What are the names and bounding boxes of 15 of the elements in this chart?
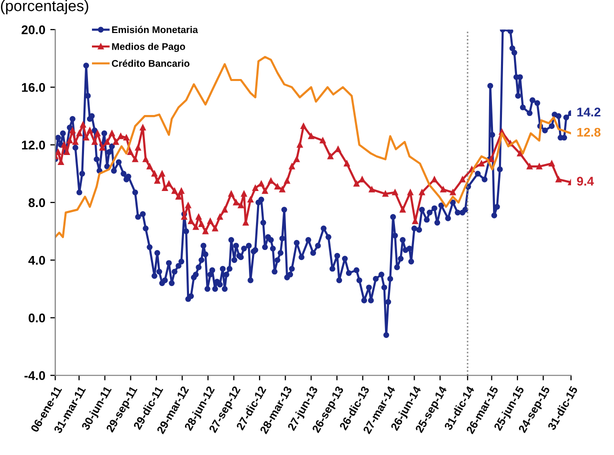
legend-label: Medios de Pago — [112, 42, 186, 52]
annotation: 12.8 — [577, 128, 601, 137]
line-series — [55, 56, 572, 238]
y-tick-label: 4.0 — [28, 256, 46, 265]
y-tick-label: 16.0 — [22, 83, 46, 92]
chart-title: (porcentajes) — [0, 0, 88, 14]
y-tick-label: 8.0 — [28, 198, 46, 208]
annotation: 9.4 — [577, 176, 594, 186]
legend-label: Crédito Bancario — [112, 60, 190, 67]
y-tick-label: 0.0 — [28, 314, 46, 322]
y-tick-label: -4.0 — [24, 371, 46, 380]
y-tick-label: 12.0 — [22, 140, 46, 150]
annotation: 14.2 — [577, 108, 600, 116]
y-tick-label: 20.0 — [22, 25, 46, 34]
legend-label: Emisión Monetaria — [112, 26, 198, 34]
